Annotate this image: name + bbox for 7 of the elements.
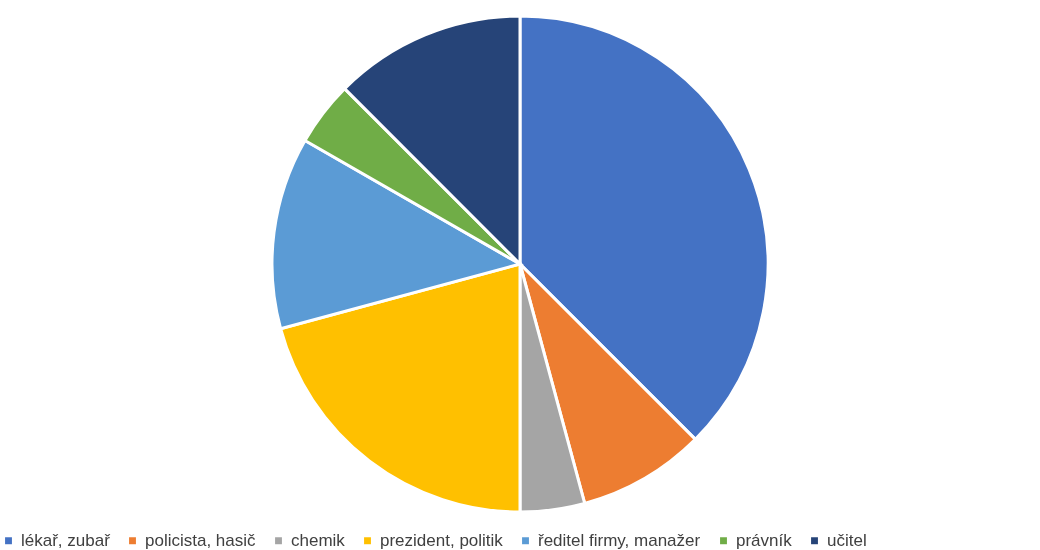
- legend-label: ředitel firmy, manažer: [538, 530, 701, 550]
- legend-label: učitel: [827, 530, 867, 550]
- legend-label: prezident, politik: [380, 530, 504, 550]
- legend-label: chemik: [291, 530, 346, 550]
- legend-label: lékař, zubař: [21, 530, 111, 550]
- legend-label: policista, hasič: [145, 530, 257, 550]
- legend-label: právník: [736, 530, 793, 550]
